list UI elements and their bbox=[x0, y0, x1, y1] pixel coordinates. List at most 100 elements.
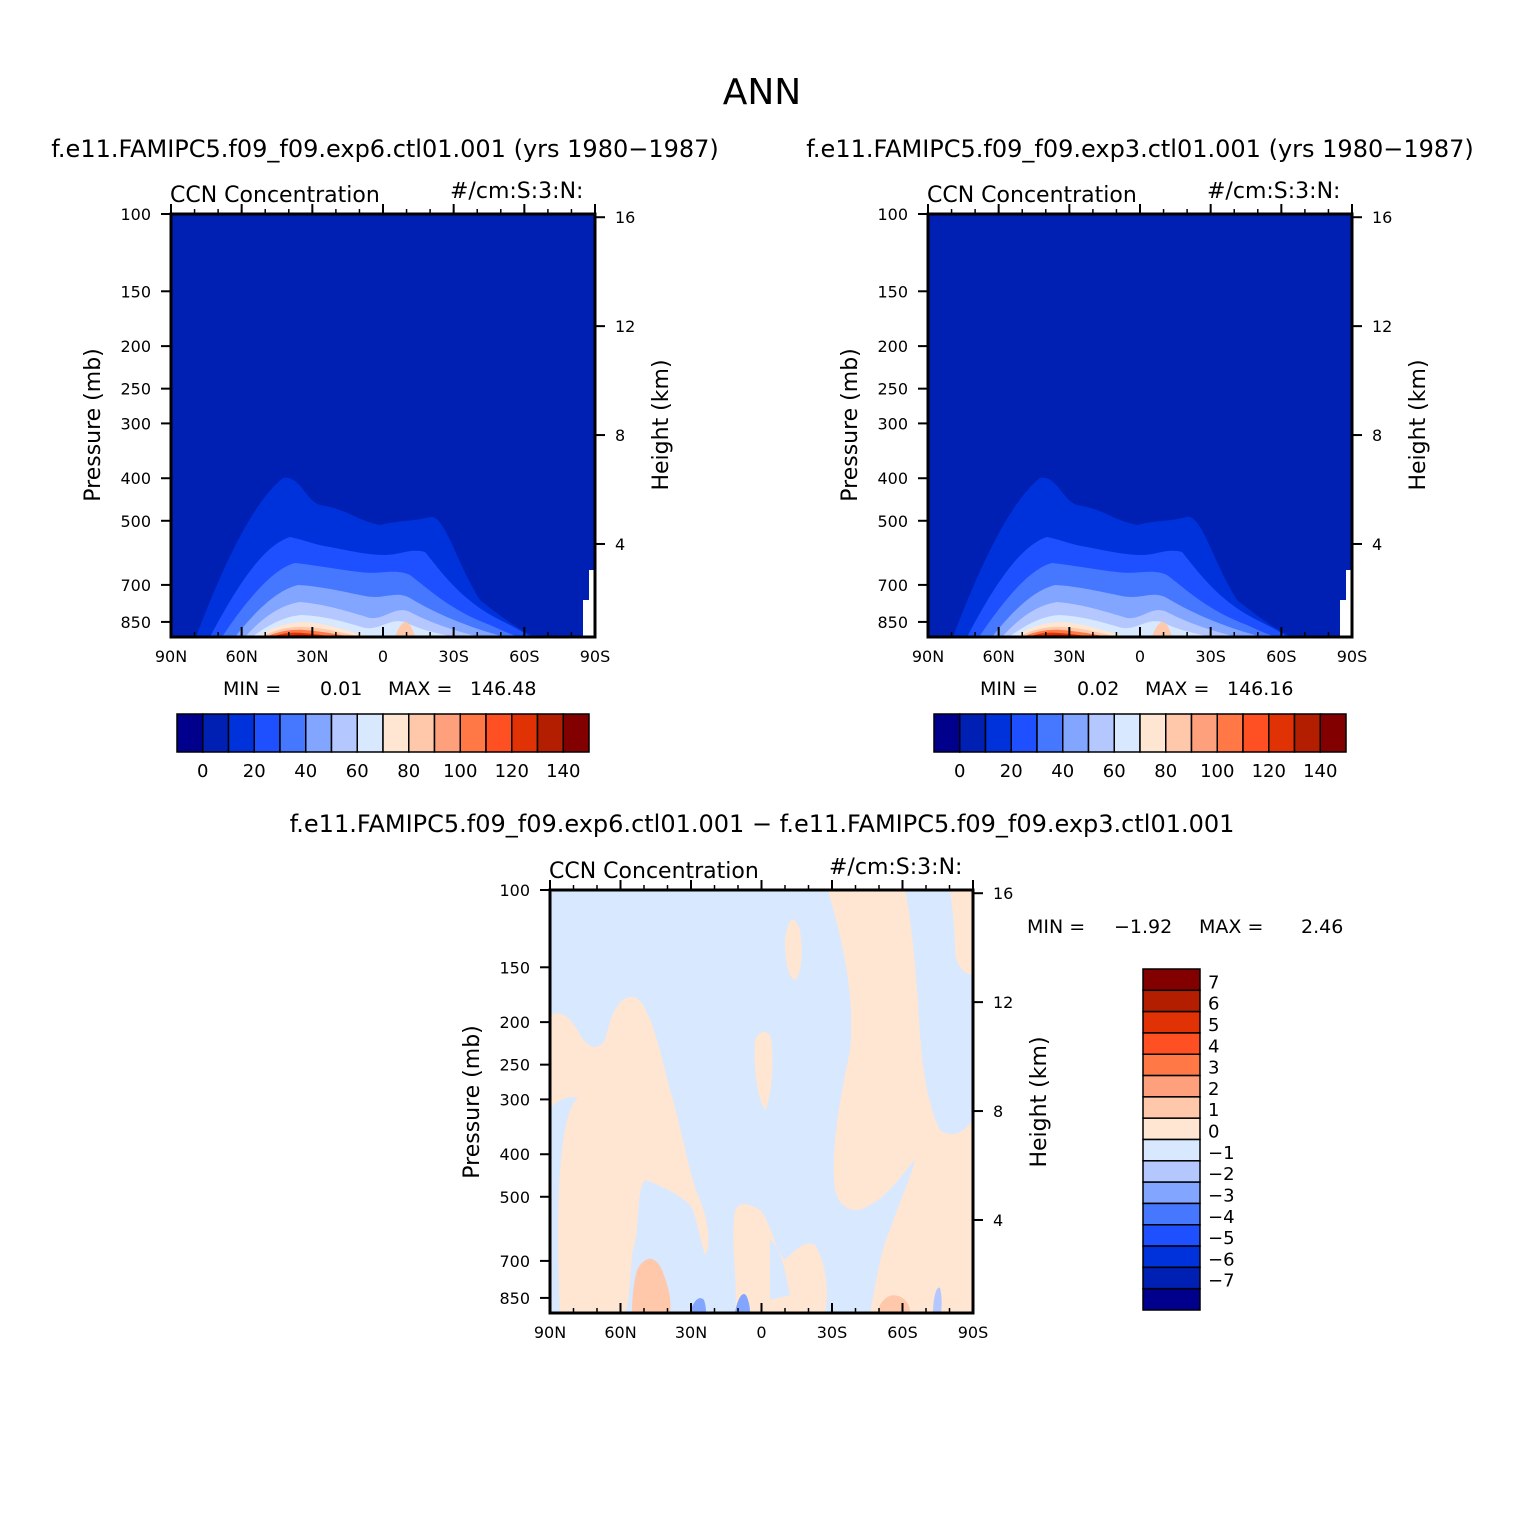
y-tick-label: 850 bbox=[120, 613, 151, 632]
left-contours bbox=[196, 477, 595, 637]
colorbar-box bbox=[1142, 1224, 1201, 1247]
colorbar-box bbox=[408, 713, 436, 753]
left-max-value: 146.48 bbox=[470, 678, 536, 700]
x-tick-label: 90S bbox=[580, 647, 611, 666]
y-tick-label: 400 bbox=[120, 469, 151, 488]
colorbar-box bbox=[330, 713, 358, 753]
colorbar-box bbox=[1142, 968, 1201, 992]
y-tick-label: 500 bbox=[120, 512, 151, 531]
y-tick-label: 850 bbox=[877, 613, 908, 632]
colorbar-label: 5 bbox=[1208, 1015, 1219, 1036]
colorbar-box bbox=[1142, 1287, 1201, 1311]
y-tick-label: 150 bbox=[877, 282, 908, 301]
colorbar-label: 1 bbox=[1208, 1100, 1219, 1121]
x-tick-label: 0 bbox=[378, 647, 388, 666]
y-right-tick-label: 4 bbox=[993, 1211, 1003, 1230]
colorbar-box bbox=[1142, 1010, 1201, 1034]
colorbar-label: −6 bbox=[1208, 1249, 1235, 1270]
x-tick-label: 60N bbox=[983, 647, 1015, 666]
y-right-tick-label: 12 bbox=[1372, 317, 1392, 336]
y-tick-label: 100 bbox=[877, 205, 908, 224]
left-panel: CCN Concentration #/cm:S:3:N: Pressure (… bbox=[81, 179, 674, 782]
colorbar-box bbox=[1142, 1245, 1201, 1269]
colorbar-label: 20 bbox=[243, 761, 266, 782]
colorbar-label: 3 bbox=[1208, 1058, 1219, 1079]
colorbar-label: 4 bbox=[1208, 1036, 1219, 1057]
colorbar-box bbox=[562, 713, 590, 753]
colorbar-box bbox=[305, 713, 333, 753]
y-tick-label: 500 bbox=[877, 512, 908, 531]
x-tick-label: 60S bbox=[1266, 647, 1297, 666]
y-tick-label: 700 bbox=[877, 576, 908, 595]
colorbar-label: 60 bbox=[1103, 761, 1126, 782]
figure-title: ANN bbox=[723, 72, 802, 113]
y-right-tick-label: 8 bbox=[1372, 426, 1382, 445]
colorbar-label: 140 bbox=[1303, 761, 1337, 782]
left-max-label: MAX = bbox=[388, 678, 452, 700]
colorbar-box bbox=[1142, 1053, 1201, 1077]
y-tick-label: 250 bbox=[499, 1056, 530, 1075]
colorbar-label: 0 bbox=[197, 761, 208, 782]
y-right-tick-label: 8 bbox=[615, 426, 625, 445]
colorbar-label: 40 bbox=[1051, 761, 1074, 782]
colorbar-label: 100 bbox=[443, 761, 477, 782]
colorbar-box bbox=[1142, 1181, 1201, 1205]
y-tick-label: 150 bbox=[120, 282, 151, 301]
colorbar-box bbox=[279, 713, 307, 753]
y-tick-label: 100 bbox=[499, 881, 530, 900]
colorbar-label: −3 bbox=[1208, 1185, 1235, 1206]
diff-panel-title: f.e11.FAMIPC5.f09_f09.exp6.ctl01.001 − f… bbox=[290, 810, 1235, 838]
x-tick-label: 30S bbox=[438, 647, 469, 666]
colorbar-label: 6 bbox=[1208, 994, 1219, 1015]
colorbar-label: 60 bbox=[346, 761, 369, 782]
colorbar-box bbox=[382, 713, 410, 753]
y-tick-label: 400 bbox=[499, 1145, 530, 1164]
colorbar-box bbox=[1293, 713, 1321, 753]
x-tick-label: 60S bbox=[509, 647, 540, 666]
y-tick-label: 300 bbox=[120, 414, 151, 433]
y-right-tick-label: 8 bbox=[993, 1102, 1003, 1121]
colorbar-box bbox=[176, 713, 204, 753]
right-y-axis-label: Pressure (mb) bbox=[838, 348, 863, 502]
y-right-tick-label: 16 bbox=[615, 208, 635, 227]
x-tick-label: 60S bbox=[887, 1323, 918, 1342]
diff-max-label: MAX = bbox=[1199, 916, 1263, 938]
colorbar-box bbox=[1087, 713, 1115, 753]
colorbar-box bbox=[1319, 713, 1347, 753]
y-tick-label: 700 bbox=[499, 1252, 530, 1271]
right-y-right-label: Height (km) bbox=[1406, 359, 1431, 490]
left-y-right-label: Height (km) bbox=[649, 359, 674, 490]
colorbar-label: 2 bbox=[1208, 1079, 1219, 1100]
x-tick-label: 0 bbox=[756, 1323, 766, 1342]
colorbar-label: 20 bbox=[1000, 761, 1023, 782]
y-right-tick-label: 4 bbox=[1372, 535, 1382, 554]
y-tick-label: 400 bbox=[877, 469, 908, 488]
diff-min-label: MIN = bbox=[1027, 916, 1085, 938]
left-min-label: MIN = bbox=[223, 678, 281, 700]
colorbar-box bbox=[1165, 713, 1193, 753]
y-tick-label: 200 bbox=[120, 337, 151, 356]
left-panel-title: f.e11.FAMIPC5.f09_f09.exp6.ctl01.001 (yr… bbox=[51, 135, 719, 163]
colorbar-box bbox=[1142, 1096, 1201, 1119]
diff-y-right-label: Height (km) bbox=[1027, 1036, 1052, 1167]
colorbar-box bbox=[536, 713, 564, 753]
y-tick-label: 250 bbox=[877, 380, 908, 399]
colorbar-box bbox=[984, 713, 1012, 753]
x-tick-label: 30S bbox=[1195, 647, 1226, 666]
y-right-tick-label: 16 bbox=[1372, 208, 1392, 227]
y-tick-label: 250 bbox=[120, 380, 151, 399]
colorbar-label: −7 bbox=[1208, 1271, 1235, 1292]
left-y-axis-label: Pressure (mb) bbox=[81, 348, 106, 502]
x-tick-label: 90N bbox=[912, 647, 944, 666]
colorbar-box bbox=[1142, 1266, 1201, 1290]
right-contours bbox=[953, 477, 1352, 637]
y-tick-label: 700 bbox=[120, 576, 151, 595]
colorbar-label: −2 bbox=[1208, 1164, 1235, 1185]
right-panel: CCN Concentration #/cm:S:3:N: Pressure (… bbox=[838, 179, 1431, 782]
x-tick-label: 0 bbox=[1135, 647, 1145, 666]
colorbar-label: 80 bbox=[397, 761, 420, 782]
colorbar-box bbox=[202, 713, 230, 753]
colorbar-box bbox=[1113, 713, 1141, 753]
x-tick-label: 90S bbox=[958, 1323, 989, 1342]
right-max-label: MAX = bbox=[1145, 678, 1209, 700]
